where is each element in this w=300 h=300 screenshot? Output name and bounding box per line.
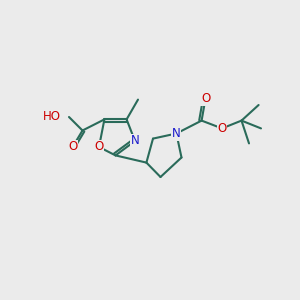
Text: O: O (201, 92, 210, 105)
Text: O: O (68, 140, 77, 154)
Text: O: O (218, 122, 226, 135)
Text: HO: HO (43, 110, 61, 124)
Text: N: N (172, 127, 181, 140)
Text: N: N (130, 134, 140, 148)
Text: O: O (94, 140, 103, 154)
